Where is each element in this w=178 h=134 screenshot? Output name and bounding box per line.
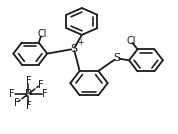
Text: F: F xyxy=(26,77,31,86)
Text: Cl: Cl xyxy=(37,29,47,39)
Text: F: F xyxy=(14,98,19,108)
Text: P: P xyxy=(25,89,32,99)
Text: S: S xyxy=(70,44,77,54)
Text: F: F xyxy=(38,80,43,90)
Text: F: F xyxy=(42,89,48,99)
Text: F: F xyxy=(9,89,15,99)
Text: F: F xyxy=(26,101,31,111)
Text: +: + xyxy=(77,38,84,47)
Text: Cl: Cl xyxy=(126,36,136,46)
Text: S: S xyxy=(113,53,120,63)
